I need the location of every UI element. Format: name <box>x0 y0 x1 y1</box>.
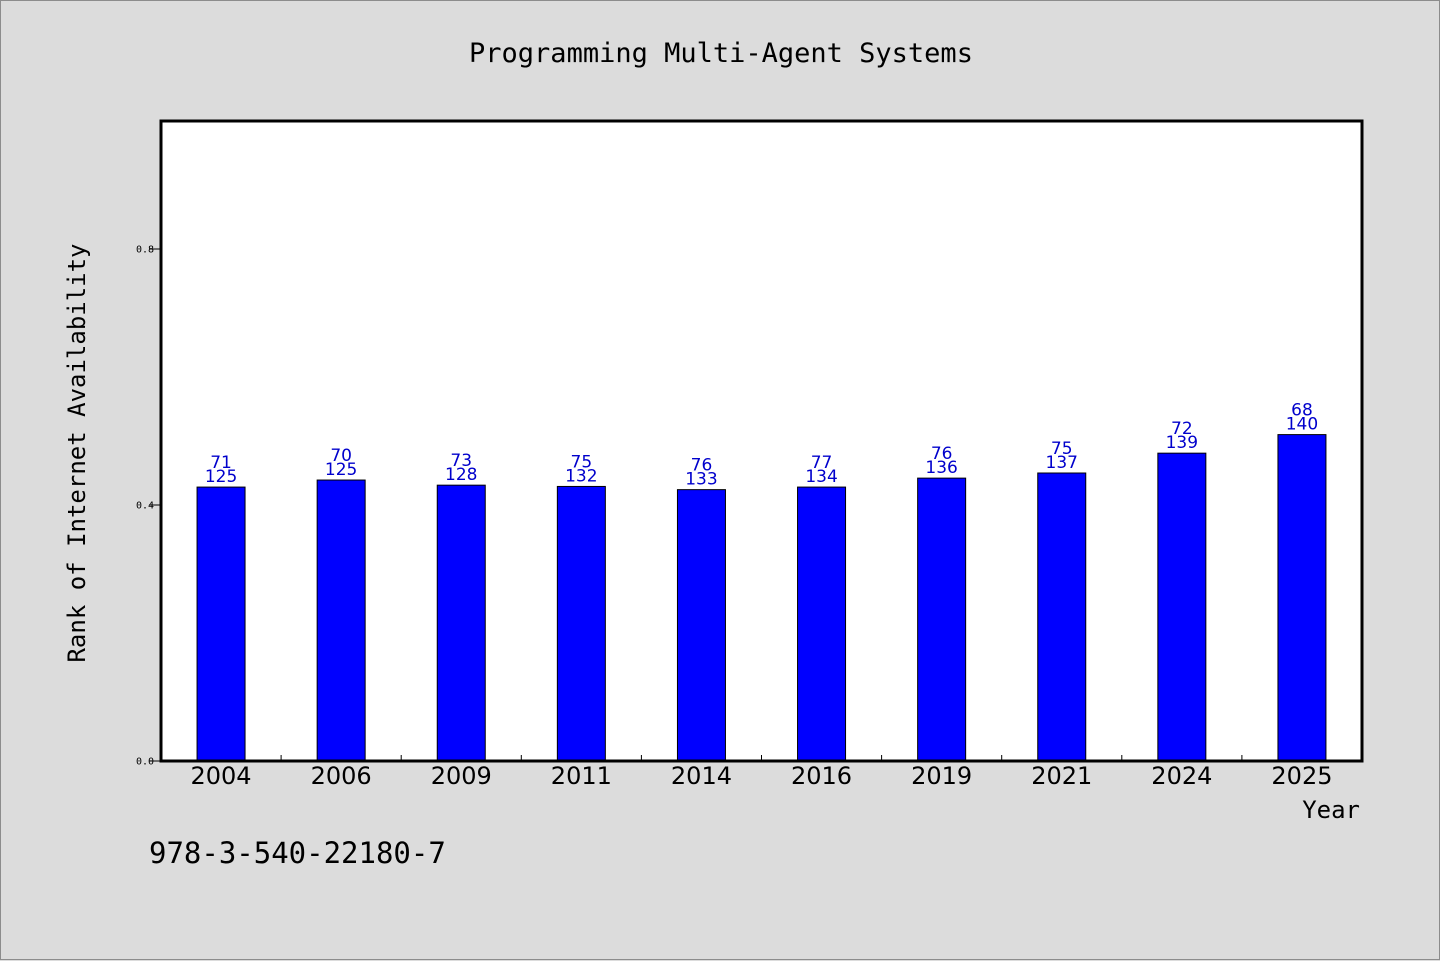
bar-label-bottom: 139 <box>1166 433 1198 453</box>
y-axis-ticks: 0.0 0.4 0.8 <box>136 245 161 768</box>
bar-label-top: 70 <box>330 446 352 466</box>
x-tick-label: 2016 <box>791 762 852 790</box>
bar-label-top: 72 <box>1171 419 1193 439</box>
bar <box>1037 472 1087 762</box>
bar-label-bottom: 134 <box>805 467 837 487</box>
bar-label-bottom: 136 <box>925 458 957 478</box>
x-tick-label: 2004 <box>191 762 252 790</box>
bar-label-bottom: 137 <box>1046 453 1078 473</box>
bar-label-top: 76 <box>691 456 713 476</box>
bar <box>797 486 847 762</box>
x-axis-label: Year <box>1302 796 1360 824</box>
x-tick-label: 2024 <box>1151 762 1212 790</box>
bar-group <box>196 434 1327 762</box>
x-tick-label: 2009 <box>431 762 492 790</box>
bar-label-bottom: 125 <box>205 467 237 487</box>
bar <box>676 489 726 762</box>
isbn-code: 978-3-540-22180-7 <box>149 836 446 870</box>
y-tick-label: 0.8 <box>136 245 154 256</box>
y-tick-label: 0.0 <box>136 757 154 768</box>
bar-label-bottom: 125 <box>325 460 357 480</box>
x-tick-label: 2011 <box>551 762 612 790</box>
bar <box>556 485 606 762</box>
y-axis-label: Rank of Internet Availability <box>63 243 91 662</box>
chart-title: Programming Multi-Agent Systems <box>469 38 973 69</box>
bar-label-top: 77 <box>811 453 833 473</box>
bar-label-bottom: 128 <box>445 465 477 485</box>
bar <box>917 477 967 762</box>
x-tick-label: 2019 <box>911 762 972 790</box>
x-tick-label: 2025 <box>1271 762 1332 790</box>
y-tick-label: 0.4 <box>136 501 154 512</box>
bar-label-bottom: 140 <box>1286 415 1318 435</box>
bar <box>1277 434 1327 762</box>
bar <box>316 479 366 762</box>
plot-border <box>159 119 1364 763</box>
x-axis-ticks: 2004 2006 2009 2011 2014 2016 2019 2021 2024 2025 <box>191 755 1332 790</box>
x-tick-label: 2006 <box>311 762 372 790</box>
bar-label-bottom: 133 <box>685 470 717 490</box>
bar-label-top: 76 <box>931 444 953 464</box>
bar-label-top: 73 <box>450 451 472 471</box>
bar <box>196 486 246 762</box>
bar-label-bottom: 132 <box>565 466 597 486</box>
bar <box>1157 452 1207 762</box>
bar-label-top: 71 <box>210 453 232 473</box>
bar <box>436 484 486 762</box>
bar-label-top: 75 <box>1051 439 1073 459</box>
x-tick-label: 2014 <box>671 762 732 790</box>
bar-label-top: 75 <box>571 452 593 472</box>
bar-label-top: 68 <box>1291 401 1313 421</box>
x-tick-label: 2021 <box>1031 762 1092 790</box>
